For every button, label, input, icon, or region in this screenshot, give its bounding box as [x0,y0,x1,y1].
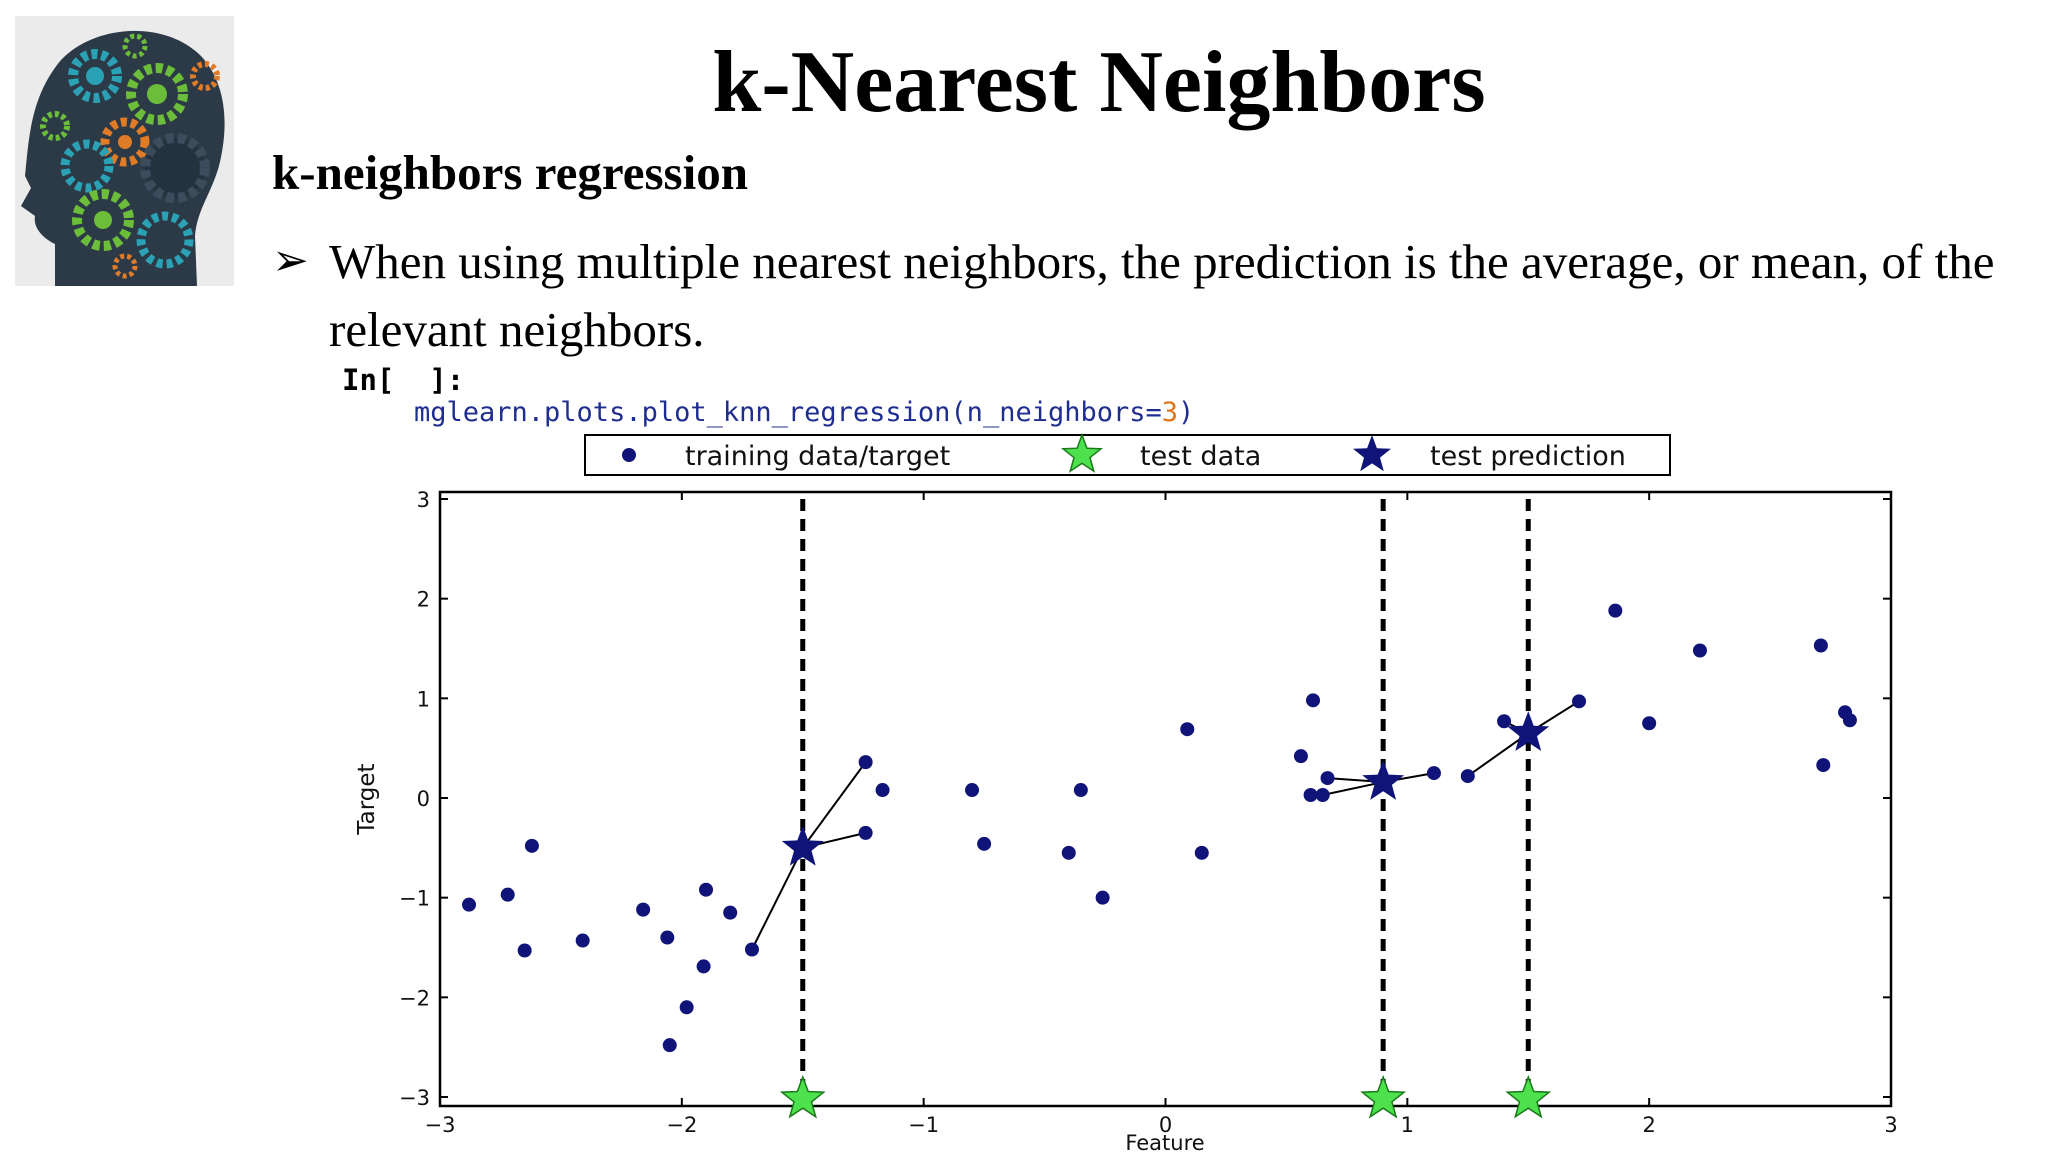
legend-training-marker [622,448,636,462]
training-point [858,825,873,840]
training-point [636,902,651,917]
stars [779,711,1552,1119]
x-tick-label: −2 [666,1113,697,1137]
test-prediction-star [1362,760,1405,800]
training-point [1306,693,1321,708]
logo [15,16,234,286]
slide-title: k-Nearest Neighbors [712,34,1486,131]
training-point [1497,714,1512,729]
y-tick-label: 2 [417,588,430,612]
neighbor-line [1322,781,1384,796]
training-point [1320,771,1335,786]
neighbor-lines [751,700,1580,950]
legend-prediction-marker [1353,435,1391,472]
x-tick-label: −1 [908,1113,939,1137]
training-point [500,887,515,902]
training-point [1813,638,1828,653]
bullet-text: When using multiple nearest neighbors, t… [329,234,1995,357]
neighbor-line [1467,732,1529,777]
code-prompt: In[ ]: [342,363,465,397]
y-tick-label: −3 [399,1086,430,1110]
training-point [1293,749,1308,764]
y-tick-label: −2 [399,986,430,1010]
training-point [723,905,738,920]
bullet-arrow-icon: ➢ [272,236,309,285]
y-tick-label: 1 [417,687,430,711]
training-point [662,1038,677,1053]
training-point [462,897,477,912]
y-tick-label: 0 [417,787,430,811]
training-point [1608,603,1623,618]
code-line: mglearn.plots.plot_knn_regression(n_neig… [414,393,1194,433]
training-points [462,603,1857,1053]
axis-ticks: −3 −2 −1 0 1 2 3 3 2 1 0 −1 −2 −3 [399,488,1898,1137]
training-point [699,882,714,897]
training-point [965,783,980,798]
y-tick-label: 3 [417,488,430,512]
training-point [1303,788,1318,803]
training-point [977,836,992,851]
x-tick-label: 2 [1642,1113,1655,1137]
test-prediction-star [781,825,824,866]
x-axis-label: Feature [1125,1131,1204,1152]
training-point [1315,788,1330,803]
code-close-paren: ) [1178,397,1195,428]
training-point [1842,713,1857,728]
x-tick-label: −3 [425,1113,456,1137]
neighbor-line [751,847,804,950]
code-argument: 3 [1161,397,1179,428]
test-data-star [1360,1074,1407,1119]
legend-box [584,434,1671,476]
test-vertical-lines [800,499,1531,1092]
training-point [1095,890,1110,905]
training-point [744,942,759,957]
training-point [679,1000,694,1015]
legend-training-label: training data/target [685,441,950,472]
test-data-star [779,1074,826,1119]
training-point [875,783,890,798]
training-point [1061,845,1076,860]
legend-test-label: test data [1140,441,1261,472]
x-tick-label: 0 [1159,1113,1172,1137]
test-data-star [1505,1074,1552,1119]
head-with-gears-icon [15,16,234,286]
training-point [858,755,873,770]
x-tick-label: 3 [1884,1113,1897,1137]
y-axis-label: Target [354,763,380,835]
test-prediction-star [1507,711,1550,751]
code-function: mglearn.plots.plot_knn_regression(n_neig… [414,397,1162,428]
legend-test-marker [1060,432,1104,473]
training-point [696,959,711,974]
training-point [1180,722,1195,737]
training-point [1460,769,1475,784]
x-tick-label: 1 [1401,1113,1414,1137]
training-point [1194,845,1209,860]
legend-prediction-label: test prediction [1430,441,1626,472]
training-point [1572,694,1587,709]
training-point [1692,643,1707,658]
training-point [575,933,590,948]
training-point [1426,766,1441,781]
training-point [1073,783,1088,798]
training-point [524,838,539,853]
training-point [517,943,532,958]
y-tick-label: −1 [399,887,430,911]
plot-frame [438,490,1893,1108]
training-point [1816,758,1831,773]
training-point [660,930,675,945]
training-point [1642,716,1657,731]
neighbor-line [801,761,867,849]
slide-subtitle: k-neighbors regression [272,145,748,200]
